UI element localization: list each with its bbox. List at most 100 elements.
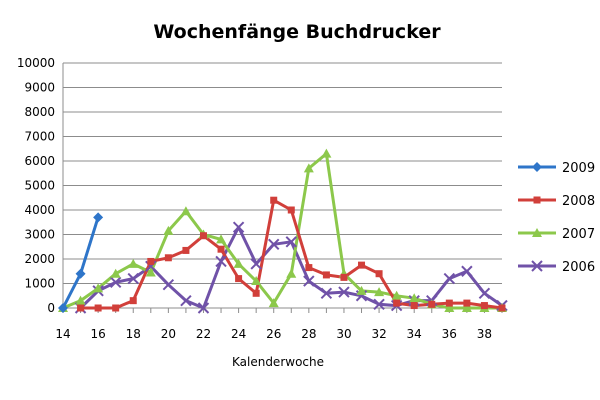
data-point-2008 (270, 196, 278, 204)
legend-marker (532, 228, 542, 237)
x-axis-label: Kalenderwoche (232, 355, 324, 369)
legend-label: 2009 (562, 161, 595, 176)
data-point-2007 (391, 290, 402, 300)
data-point-2008 (322, 271, 330, 279)
x-tick-label: 20 (161, 327, 176, 341)
series-lines (61, 152, 503, 310)
data-point-2008 (480, 302, 488, 310)
y-tick-label: 5000 (24, 179, 55, 193)
data-point-2008 (129, 297, 137, 305)
legend-marker (533, 196, 541, 204)
data-point-2009 (58, 303, 68, 313)
data-point-2007 (461, 303, 472, 312)
data-point-2007 (145, 267, 156, 277)
data-point-2007 (110, 268, 121, 278)
data-point-2008 (199, 232, 207, 240)
legend-entry-2006: 2006 (518, 260, 595, 275)
data-point-2007 (374, 287, 385, 297)
data-point-2007 (233, 258, 244, 268)
x-tick-label: 32 (371, 327, 386, 341)
legend-entry-2008: 2008 (518, 194, 595, 209)
data-point-2009 (75, 268, 86, 279)
data-point-2008 (305, 264, 313, 272)
data-point-2007 (93, 283, 104, 293)
x-tick-label: 14 (55, 327, 70, 341)
data-point-2006 (250, 258, 262, 270)
x-tick-label: 22 (196, 327, 211, 341)
x-tick-label: 26 (266, 327, 281, 341)
series-line-2007 (62, 152, 502, 310)
data-point-2006 (461, 265, 473, 277)
x-tick-label: 34 (407, 327, 422, 341)
legend-entry-2007: 2007 (518, 227, 595, 242)
data-point-2008 (463, 299, 471, 307)
data-point-2007 (303, 163, 314, 173)
data-point-2008 (393, 299, 401, 307)
data-point-2006 (268, 238, 280, 251)
data-point-2008 (498, 304, 506, 312)
y-tick-label: 2000 (24, 252, 55, 266)
data-point-2006 (443, 272, 456, 285)
x-tick-label: 30 (336, 327, 351, 341)
data-point-2006 (180, 294, 192, 307)
legend-marker (532, 162, 542, 172)
data-point-2007 (268, 298, 279, 308)
data-point-2008 (112, 304, 120, 312)
data-point-2007 (128, 258, 139, 268)
data-point-2006 (338, 286, 350, 298)
data-point-2009 (93, 212, 104, 223)
data-point-2008 (94, 304, 102, 312)
data-point-2006 (162, 279, 175, 291)
data-point-2008 (182, 246, 190, 254)
x-tick-label: 38 (477, 327, 492, 341)
x-tick-label: 24 (231, 327, 246, 341)
data-point-2007 (444, 303, 455, 312)
data-point-2007 (163, 225, 174, 235)
y-tick-label: 8000 (24, 105, 55, 119)
data-point-2007 (356, 285, 367, 295)
gridlines (63, 62, 502, 284)
legend-marker (531, 260, 543, 272)
y-tick-label: 10000 (17, 56, 55, 70)
legend-label: 2008 (562, 194, 595, 209)
chart-title: Wochenfänge Buchdrucker (153, 21, 441, 43)
y-tick-label: 7000 (24, 130, 55, 144)
legend-label: 2006 (562, 260, 595, 275)
data-point-2006 (373, 298, 385, 311)
data-point-2007 (75, 295, 86, 305)
data-point-2008 (358, 261, 366, 269)
data-point-2007 (321, 148, 332, 158)
legend-label: 2007 (562, 227, 595, 242)
data-point-2008 (77, 304, 85, 312)
y-tick-label: 0 (47, 301, 55, 315)
legend-entry-2009: 2009 (518, 161, 595, 176)
data-point-2008 (428, 300, 436, 308)
legend: 2009 2008 2007 2006 (518, 161, 595, 275)
data-point-2006 (109, 276, 122, 288)
data-point-2006 (478, 287, 491, 300)
y-tick-label: 4000 (24, 203, 55, 217)
data-point-2007 (251, 276, 262, 286)
y-tick-label: 6000 (24, 154, 55, 168)
y-tick-label: 3000 (24, 228, 55, 242)
data-point-2008 (164, 254, 172, 262)
x-tick-label: 36 (442, 327, 457, 341)
data-point-2006 (232, 221, 245, 233)
y-tick-labels: 0 1000 2000 3000 4000 5000 6000 7000 8000 9000 100… (17, 56, 55, 315)
data-point-2008 (252, 289, 260, 297)
data-point-2006 (285, 236, 297, 248)
data-point-2006 (320, 287, 333, 300)
data-point-2007 (286, 268, 297, 278)
series-markers (58, 148, 508, 314)
data-point-2007 (409, 293, 420, 303)
data-point-2006 (127, 272, 139, 285)
data-point-2008 (287, 206, 295, 214)
x-tick-label: 16 (90, 327, 105, 341)
data-point-2007 (180, 206, 191, 216)
data-point-2008 (340, 273, 348, 281)
data-point-2008 (375, 270, 383, 278)
data-point-2008 (410, 302, 418, 310)
y-tick-label: 9000 (24, 81, 55, 95)
data-point-2008 (445, 299, 453, 307)
